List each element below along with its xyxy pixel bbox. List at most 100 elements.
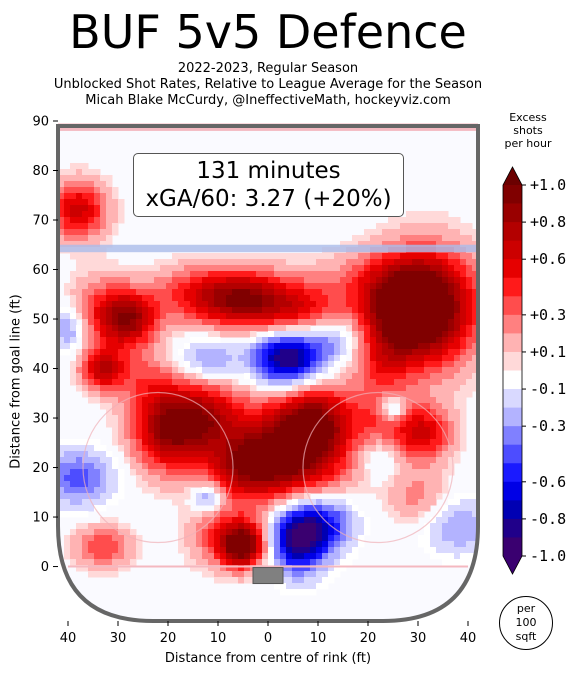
heatmap-cell [442, 523, 449, 530]
heatmap-cell [220, 343, 227, 350]
heatmap-cell [94, 349, 101, 356]
heatmap-cell [466, 541, 473, 548]
heatmap-cell [190, 295, 197, 302]
heatmap-cell [262, 451, 269, 458]
heatmap-cell [136, 415, 143, 422]
heatmap-cell [364, 259, 371, 266]
heatmap-cell [448, 427, 455, 434]
heatmap-cell [292, 409, 299, 416]
heatmap-cell [148, 355, 155, 362]
subtitle-description: Unblocked Shot Rates, Relative to League… [53, 77, 483, 92]
heatmap-cell [454, 385, 461, 392]
heatmap-cell [88, 265, 95, 272]
heatmap-cell [316, 289, 323, 296]
heatmap-cell [220, 505, 227, 512]
heatmap-cell [406, 235, 413, 242]
heatmap-cell [178, 415, 185, 422]
heatmap-cell [328, 253, 335, 260]
heatmap-cell [316, 415, 323, 422]
heatmap-cell [466, 259, 473, 266]
heatmap-cell [184, 325, 191, 332]
heatmap-cell [316, 505, 323, 512]
heatmap-cell [346, 343, 353, 350]
heatmap-cell [238, 355, 245, 362]
heatmap-cell [112, 271, 119, 278]
heatmap-cell [214, 571, 221, 578]
heatmap-cell [190, 385, 197, 392]
heatmap-cell [148, 451, 155, 458]
heatmap-cell [118, 469, 125, 476]
heatmap-cell [310, 361, 317, 368]
heatmap-cell [406, 385, 413, 392]
heatmap-cell [214, 463, 221, 470]
heatmap-cell [334, 313, 341, 320]
heatmap-cell [262, 553, 269, 560]
heatmap-cell [94, 439, 101, 446]
heatmap-cell [82, 463, 89, 470]
heatmap-cell [424, 349, 431, 356]
heatmap-cell [292, 295, 299, 302]
heatmap-cell [88, 565, 95, 572]
heatmap-cell [424, 487, 431, 494]
heatmap-cell [280, 319, 287, 326]
heatmap-cell [154, 283, 161, 290]
heatmap-cell [220, 493, 227, 500]
heatmap-cell [352, 337, 359, 344]
heatmap-cell [238, 367, 245, 374]
heatmap-cell [400, 403, 407, 410]
heatmap-cell [382, 337, 389, 344]
heatmap-cell [118, 559, 125, 566]
heatmap-cell [184, 253, 191, 260]
heatmap-cell [238, 259, 245, 266]
heatmap-cell [268, 433, 275, 440]
heatmap-cell [358, 277, 365, 284]
heatmap-cell [256, 403, 263, 410]
heatmap-cell [82, 283, 89, 290]
heatmap-cell [70, 169, 77, 176]
heatmap-cell [436, 319, 443, 326]
heatmap-cell [436, 343, 443, 350]
heatmap-cell [184, 439, 191, 446]
colorbar-segment [503, 222, 522, 242]
heatmap-cell [184, 517, 191, 524]
heatmap-cell [436, 223, 443, 230]
heatmap-cell [394, 259, 401, 266]
heatmap-cell [346, 313, 353, 320]
heatmap-cell [304, 523, 311, 530]
heatmap-cell [466, 331, 473, 338]
heatmap-cell [286, 391, 293, 398]
heatmap-cell [256, 529, 263, 536]
heatmap-cell [304, 331, 311, 338]
heatmap-cell [124, 433, 131, 440]
heatmap-cell [304, 541, 311, 548]
heatmap-cell [280, 409, 287, 416]
heatmap-cell [292, 253, 299, 260]
heatmap-cell [118, 277, 125, 284]
heatmap-cell [76, 217, 83, 224]
heatmap-cell [400, 259, 407, 266]
heatmap-cell [280, 307, 287, 314]
heatmap-cell [364, 229, 371, 236]
heatmap-cell [460, 349, 467, 356]
heatmap-cell [442, 259, 449, 266]
heatmap-cell [322, 331, 329, 338]
heatmap-cell [394, 307, 401, 314]
heatmap-cell [334, 439, 341, 446]
heatmap-cell [304, 391, 311, 398]
heatmap-cell [226, 289, 233, 296]
heatmap-cell [424, 301, 431, 308]
heatmap-cell [250, 355, 257, 362]
heatmap-cell [358, 337, 365, 344]
heatmap-cell [256, 487, 263, 494]
heatmap-cell [376, 343, 383, 350]
heatmap-cell [166, 475, 173, 482]
heatmap-cell [358, 535, 365, 542]
heatmap-cell [286, 259, 293, 266]
heatmap-cell [208, 469, 215, 476]
heatmap-cell [214, 301, 221, 308]
heatmap-cell [148, 343, 155, 350]
heatmap-cell [424, 457, 431, 464]
heatmap-cell [64, 313, 71, 320]
heatmap-cell [94, 265, 101, 272]
heatmap-cell [124, 343, 131, 350]
